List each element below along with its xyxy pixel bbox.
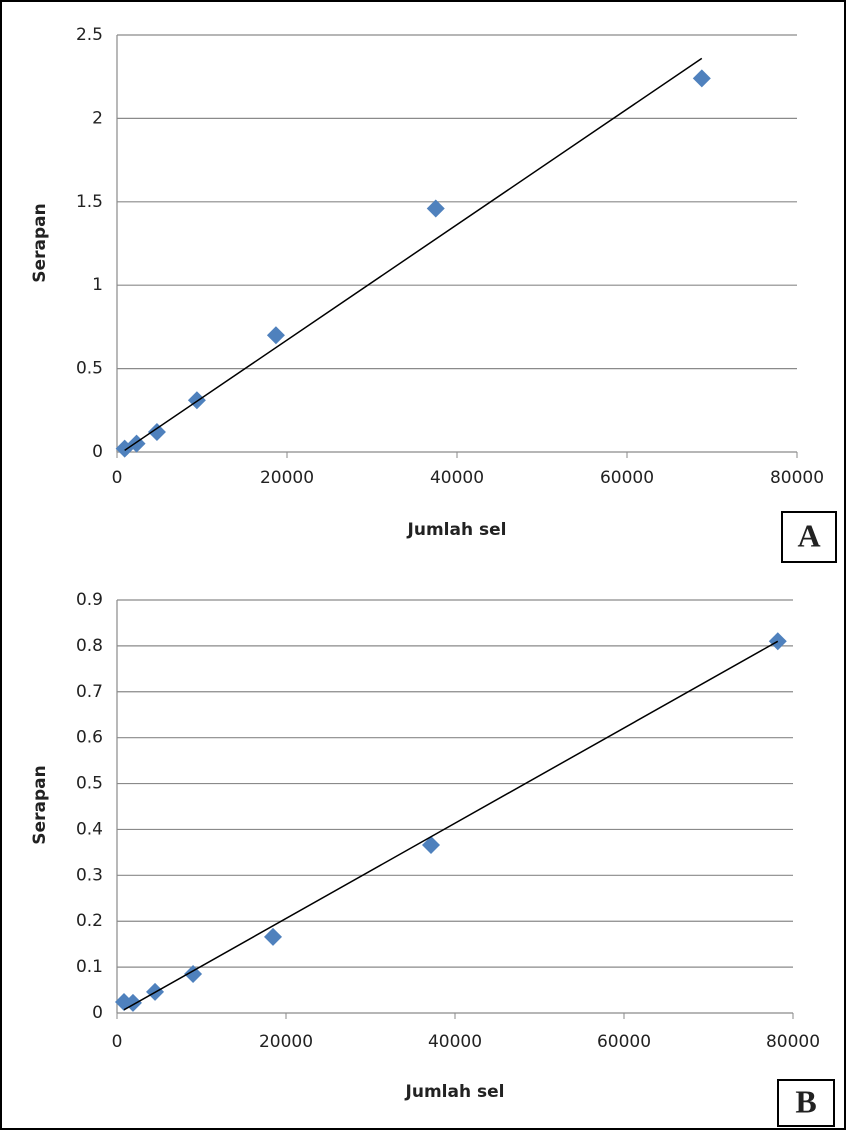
y-tick-label: 0.5 [76, 774, 103, 794]
x-axis-title: Jumlah sel [405, 1082, 505, 1102]
y-tick-label: 0.7 [76, 682, 103, 702]
y-tick-label: 0.6 [76, 728, 103, 748]
figure: 0 0.5 1 1.5 2 2.5 0 20000 40000 60000 80000 Jumlah … [0, 0, 846, 1130]
y-tick-label: 0.5 [76, 359, 103, 379]
y-tick-label: 0.8 [76, 636, 103, 656]
x-tick-label: 0 [112, 468, 123, 488]
y-tick-label: 2 [92, 108, 103, 128]
y-tick-label: 0.9 [76, 590, 103, 610]
x-axis-title: Jumlah sel [407, 520, 507, 540]
trendline [124, 641, 778, 1009]
data-point [267, 326, 285, 344]
y-tick-label: 0.2 [76, 911, 103, 931]
y-tick-label: 1.5 [76, 192, 103, 212]
y-tick-label: 2.5 [76, 25, 103, 45]
y-axis-title: Serapan [30, 203, 50, 282]
x-tick-label: 40000 [428, 1032, 482, 1052]
data-point [188, 391, 206, 409]
panel-label: B [795, 1083, 816, 1119]
x-tick-label: 80000 [766, 1032, 820, 1052]
x-tick-label: 40000 [430, 468, 484, 488]
x-tick-label: 60000 [600, 468, 654, 488]
data-point [264, 928, 282, 946]
y-tick-label: 1 [92, 275, 103, 295]
x-tick-label: 60000 [597, 1032, 651, 1052]
x-tick-label: 20000 [259, 1032, 313, 1052]
y-tick-label: 0.3 [76, 865, 103, 885]
panel-label: A [797, 517, 820, 553]
y-tick-label: 0 [92, 442, 103, 462]
data-point [422, 836, 440, 854]
y-axis-title: Serapan [30, 765, 50, 844]
x-tick-label: 80000 [770, 468, 824, 488]
x-tick-label: 20000 [260, 468, 314, 488]
figure-border [1, 1, 845, 1129]
data-point [693, 69, 711, 87]
trendline [125, 58, 702, 450]
y-tick-label: 0 [92, 1003, 103, 1023]
x-tick-label: 0 [112, 1032, 123, 1052]
y-tick-label: 0.1 [76, 957, 103, 977]
y-tick-label: 0.4 [76, 819, 103, 839]
